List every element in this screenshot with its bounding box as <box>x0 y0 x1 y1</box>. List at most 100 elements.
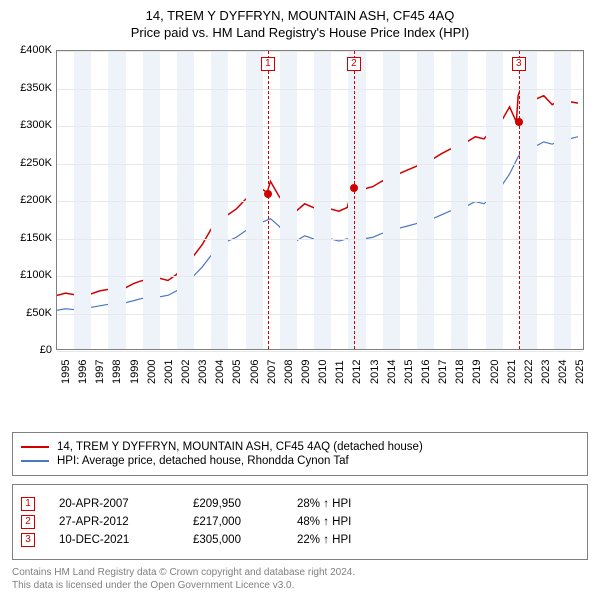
chart-area: 123 £0£50K£100K£150K£200K£250K£300K£350K… <box>12 46 588 386</box>
x-tick-label: 2012 <box>351 360 363 384</box>
y-tick-label: £400K <box>12 44 52 56</box>
x-tick-label: 2010 <box>317 360 329 384</box>
y-tick-label: £150K <box>12 232 52 244</box>
sale-index-box: 1 <box>21 497 35 511</box>
sale-index-box: 3 <box>21 533 35 547</box>
x-tick-label: 2015 <box>403 360 415 384</box>
y-tick-label: £50K <box>12 307 52 319</box>
sale-marker-box: 1 <box>261 57 275 71</box>
x-tick-label: 2016 <box>420 360 432 384</box>
year-band <box>520 51 537 349</box>
year-band <box>143 51 160 349</box>
x-tick-label: 2002 <box>180 360 192 384</box>
gridline <box>57 164 583 165</box>
sale-price: £217,000 <box>193 516 273 528</box>
x-tick-label: 2006 <box>249 360 261 384</box>
sale-delta: 28% ↑ HPI <box>297 498 351 510</box>
gridline <box>57 201 583 202</box>
year-band <box>314 51 331 349</box>
legend-label: HPI: Average price, detached house, Rhon… <box>57 455 349 467</box>
year-band <box>348 51 365 349</box>
sale-row: 3 10-DEC-2021 £305,000 22% ↑ HPI <box>21 533 579 547</box>
sale-marker-box: 2 <box>347 57 361 71</box>
sale-row: 2 27-APR-2012 £217,000 48% ↑ HPI <box>21 515 579 529</box>
x-tick-label: 2020 <box>489 360 501 384</box>
gridline <box>57 314 583 315</box>
sale-marker-line <box>519 51 520 349</box>
chart-container: 14, TREM Y DYFFRYN, MOUNTAIN ASH, CF45 4… <box>0 0 600 590</box>
footer-line: Contains HM Land Registry data © Crown c… <box>12 566 588 579</box>
y-tick-label: £200K <box>12 194 52 206</box>
x-tick-label: 2007 <box>266 360 278 384</box>
x-tick-label: 2004 <box>214 360 226 384</box>
sale-date: 27-APR-2012 <box>59 516 169 528</box>
year-band <box>486 51 503 349</box>
sale-delta: 22% ↑ HPI <box>297 534 351 546</box>
x-tick-label: 2024 <box>557 360 569 384</box>
x-tick-label: 2018 <box>454 360 466 384</box>
year-band <box>554 51 571 349</box>
year-band <box>417 51 434 349</box>
x-tick-label: 1995 <box>60 360 72 384</box>
x-tick-label: 2005 <box>231 360 243 384</box>
legend-label: 14, TREM Y DYFFRYN, MOUNTAIN ASH, CF45 4… <box>57 441 423 453</box>
x-tick-label: 2019 <box>471 360 483 384</box>
x-tick-label: 2014 <box>386 360 398 384</box>
legend-item: 14, TREM Y DYFFRYN, MOUNTAIN ASH, CF45 4… <box>21 441 579 453</box>
plot-region: 1 2 3 <box>56 50 584 350</box>
chart-title-subtitle: Price paid vs. HM Land Registry's House … <box>12 25 588 40</box>
legend-item: HPI: Average price, detached house, Rhon… <box>21 455 579 467</box>
x-tick-label: 2008 <box>283 360 295 384</box>
x-tick-label: 2011 <box>334 360 346 384</box>
sale-index-box: 2 <box>21 515 35 529</box>
y-tick-label: £100K <box>12 269 52 281</box>
x-tick-label: 2021 <box>506 360 518 384</box>
legend: 14, TREM Y DYFFRYN, MOUNTAIN ASH, CF45 4… <box>12 432 588 476</box>
x-tick-label: 2013 <box>369 360 381 384</box>
x-tick-label: 1999 <box>129 360 141 384</box>
gridline <box>57 239 583 240</box>
sale-row: 1 20-APR-2007 £209,950 28% ↑ HPI <box>21 497 579 511</box>
year-band <box>74 51 91 349</box>
sale-date: 20-APR-2007 <box>59 498 169 510</box>
legend-swatch <box>21 446 49 448</box>
x-tick-label: 2017 <box>437 360 449 384</box>
gridline <box>57 89 583 90</box>
year-band <box>108 51 125 349</box>
year-band <box>280 51 297 349</box>
gridline <box>57 126 583 127</box>
x-tick-label: 2023 <box>540 360 552 384</box>
x-tick-label: 1997 <box>94 360 106 384</box>
sale-price: £209,950 <box>193 498 273 510</box>
gridline <box>57 51 583 52</box>
year-band <box>246 51 263 349</box>
legend-swatch <box>21 460 49 462</box>
sale-marker-dot <box>264 190 272 198</box>
sale-marker-dot <box>350 184 358 192</box>
sale-price: £305,000 <box>193 534 273 546</box>
sale-marker-box: 3 <box>512 57 526 71</box>
year-band <box>451 51 468 349</box>
x-tick-label: 2003 <box>197 360 209 384</box>
footer-line: This data is licensed under the Open Gov… <box>12 579 588 592</box>
x-tick-label: 2009 <box>300 360 312 384</box>
year-band <box>177 51 194 349</box>
sale-delta: 48% ↑ HPI <box>297 516 351 528</box>
x-tick-label: 2025 <box>574 360 586 384</box>
y-tick-label: £300K <box>12 119 52 131</box>
sale-marker-dot <box>515 118 523 126</box>
sale-marker-line <box>354 51 355 349</box>
chart-title-address: 14, TREM Y DYFFRYN, MOUNTAIN ASH, CF45 4… <box>12 8 588 23</box>
year-band <box>211 51 228 349</box>
year-band <box>383 51 400 349</box>
gridline <box>57 276 583 277</box>
x-tick-label: 2001 <box>163 360 175 384</box>
sale-date: 10-DEC-2021 <box>59 534 169 546</box>
y-tick-label: £0 <box>12 344 52 356</box>
x-tick-label: 2022 <box>523 360 535 384</box>
gridline <box>57 351 583 352</box>
sales-table: 1 20-APR-2007 £209,950 28% ↑ HPI 2 27-APR-201… <box>12 484 588 560</box>
y-tick-label: £250K <box>12 157 52 169</box>
footer-attribution: Contains HM Land Registry data © Crown c… <box>12 566 588 592</box>
x-tick-label: 2000 <box>146 360 158 384</box>
